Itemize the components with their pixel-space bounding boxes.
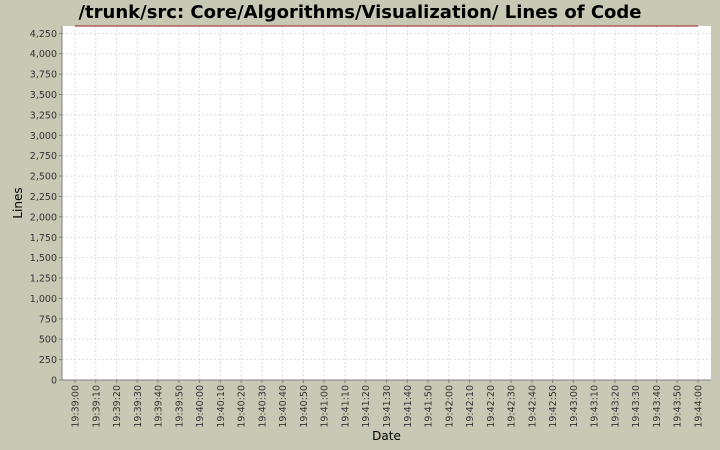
y-tick-label: 1,750 xyxy=(30,233,57,244)
x-tick-label: 19:43:10 xyxy=(590,385,601,428)
x-tick-label: 19:42:00 xyxy=(444,385,455,428)
y-tick-label: 3,750 xyxy=(30,70,57,81)
x-tick-label: 19:40:20 xyxy=(237,385,248,428)
y-tick-label: 4,000 xyxy=(30,49,57,60)
x-tick-label: 19:41:10 xyxy=(340,385,351,428)
x-tick-label: 19:39:30 xyxy=(133,385,144,428)
x-tick-label: 19:39:50 xyxy=(174,385,185,428)
x-tick-label: 19:42:30 xyxy=(507,385,518,428)
y-tick-label: 1,250 xyxy=(30,274,57,285)
y-tick-label: 4,250 xyxy=(30,29,57,40)
x-tick-label: 19:42:50 xyxy=(548,385,559,428)
x-tick-label: 19:40:10 xyxy=(216,385,227,428)
x-tick-label: 19:43:20 xyxy=(610,385,621,428)
x-tick-label: 19:41:50 xyxy=(424,385,435,428)
x-tick-label: 19:43:00 xyxy=(569,385,580,428)
x-tick-label: 19:39:20 xyxy=(112,385,123,428)
x-tick-label: 19:39:00 xyxy=(71,385,82,428)
y-tick-label: 750 xyxy=(39,314,57,325)
x-tick-label: 19:40:50 xyxy=(299,385,310,428)
chart-title: /trunk/src: Core/Algorithms/Visualizatio… xyxy=(78,2,642,23)
x-tick-label: 19:42:20 xyxy=(486,385,497,428)
x-tick-label: 19:41:20 xyxy=(361,385,372,428)
y-tick-label: 500 xyxy=(39,335,57,346)
y-tick-label: 0 xyxy=(51,376,57,387)
x-tick-label: 19:43:40 xyxy=(652,385,663,428)
y-axis-label: Lines xyxy=(11,187,25,218)
x-axis-label: Date xyxy=(372,429,401,443)
x-tick-label: 19:42:10 xyxy=(465,385,476,428)
x-tick-label: 19:41:30 xyxy=(382,385,393,428)
x-tick-label: 19:41:00 xyxy=(320,385,331,428)
x-tick-label: 19:39:10 xyxy=(91,385,102,428)
y-tick-label: 3,500 xyxy=(30,90,57,101)
x-tick-label: 19:43:30 xyxy=(631,385,642,428)
x-tick-label: 19:39:40 xyxy=(154,385,165,428)
x-tick-label: 19:44:00 xyxy=(694,385,705,428)
x-tick-label: 19:40:40 xyxy=(278,385,289,428)
y-tick-label: 2,750 xyxy=(30,151,57,162)
y-tick-label: 2,250 xyxy=(30,192,57,203)
y-tick-label: 3,250 xyxy=(30,110,57,121)
y-tick-label: 1,500 xyxy=(30,253,57,264)
x-tick-label: 19:40:30 xyxy=(257,385,268,428)
y-tick-label: 3,000 xyxy=(30,131,57,142)
x-tick-label: 19:42:40 xyxy=(527,385,538,428)
y-tick-label: 2,000 xyxy=(30,212,57,223)
x-tick-label: 19:43:50 xyxy=(673,385,684,428)
y-tick-label: 1,000 xyxy=(30,294,57,305)
y-tick-label: 2,500 xyxy=(30,172,57,183)
y-tick-label: 250 xyxy=(39,355,57,366)
x-tick-label: 19:40:00 xyxy=(195,385,206,428)
x-tick-label: 19:41:40 xyxy=(403,385,414,428)
